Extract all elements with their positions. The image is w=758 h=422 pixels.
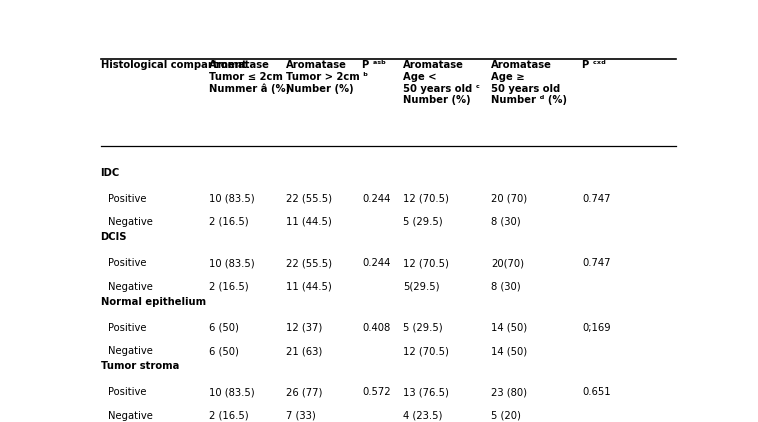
Text: 2 (16.5): 2 (16.5) <box>209 281 249 292</box>
Text: Aromatase
Age ≥
50 years old
Number ᵈ (%): Aromatase Age ≥ 50 years old Number ᵈ (%… <box>491 60 567 105</box>
Text: Negative: Negative <box>108 217 152 227</box>
Text: Positive: Positive <box>108 258 146 268</box>
Text: Positive: Positive <box>108 387 146 397</box>
Text: 6 (50): 6 (50) <box>209 323 240 333</box>
Text: 22 (55.5): 22 (55.5) <box>286 194 332 203</box>
Text: 0.651: 0.651 <box>582 387 611 397</box>
Text: Negative: Negative <box>108 411 152 421</box>
Text: 13 (76.5): 13 (76.5) <box>403 387 449 397</box>
Text: 22 (55.5): 22 (55.5) <box>286 258 332 268</box>
Text: 0.244: 0.244 <box>362 194 390 203</box>
Text: 21 (63): 21 (63) <box>286 346 322 356</box>
Text: 0.747: 0.747 <box>582 194 611 203</box>
Text: 5 (20): 5 (20) <box>491 411 522 421</box>
Text: 10 (83.5): 10 (83.5) <box>209 194 255 203</box>
Text: 5(29.5): 5(29.5) <box>403 281 440 292</box>
Text: P ᵃˢᵇ: P ᵃˢᵇ <box>362 60 386 70</box>
Text: Negative: Negative <box>108 346 152 356</box>
Text: Aromatase
Tumor ≤ 2cm
Nummer â (%): Aromatase Tumor ≤ 2cm Nummer â (%) <box>209 60 290 94</box>
Text: 12 (70.5): 12 (70.5) <box>403 258 449 268</box>
Text: 10 (83.5): 10 (83.5) <box>209 387 255 397</box>
Text: 2 (16.5): 2 (16.5) <box>209 411 249 421</box>
Text: IDC: IDC <box>101 168 120 178</box>
Text: Tumor stroma: Tumor stroma <box>101 361 179 371</box>
Text: Positive: Positive <box>108 323 146 333</box>
Text: 8 (30): 8 (30) <box>491 281 521 292</box>
Text: 12 (70.5): 12 (70.5) <box>403 346 449 356</box>
Text: Negative: Negative <box>108 281 152 292</box>
Text: 12 (37): 12 (37) <box>286 323 322 333</box>
Text: Aromatase
Age <
50 years old ᶜ
Number (%): Aromatase Age < 50 years old ᶜ Number (%… <box>403 60 480 105</box>
Text: 0;169: 0;169 <box>582 323 611 333</box>
Text: 5 (29.5): 5 (29.5) <box>403 323 443 333</box>
Text: 10 (83.5): 10 (83.5) <box>209 258 255 268</box>
Text: Positive: Positive <box>108 194 146 203</box>
Text: 12 (70.5): 12 (70.5) <box>403 194 449 203</box>
Text: 11 (44.5): 11 (44.5) <box>286 217 331 227</box>
Text: 26 (77): 26 (77) <box>286 387 322 397</box>
Text: 0.408: 0.408 <box>362 323 390 333</box>
Text: 7 (33): 7 (33) <box>286 411 315 421</box>
Text: Histological compartment: Histological compartment <box>101 60 246 70</box>
Text: 20 (70): 20 (70) <box>491 194 528 203</box>
Text: DCIS: DCIS <box>101 232 127 242</box>
Text: 0.747: 0.747 <box>582 258 611 268</box>
Text: Aromatase
Tumor > 2cm ᵇ
Number (%): Aromatase Tumor > 2cm ᵇ Number (%) <box>286 60 368 94</box>
Text: 11 (44.5): 11 (44.5) <box>286 281 331 292</box>
Text: 14 (50): 14 (50) <box>491 346 528 356</box>
Text: P ᶜˣᵈ: P ᶜˣᵈ <box>582 60 606 70</box>
Text: 0.244: 0.244 <box>362 258 390 268</box>
Text: 6 (50): 6 (50) <box>209 346 240 356</box>
Text: 14 (50): 14 (50) <box>491 323 528 333</box>
Text: 23 (80): 23 (80) <box>491 387 528 397</box>
Text: 4 (23.5): 4 (23.5) <box>403 411 443 421</box>
Text: 0.572: 0.572 <box>362 387 390 397</box>
Text: 5 (29.5): 5 (29.5) <box>403 217 443 227</box>
Text: 8 (30): 8 (30) <box>491 217 521 227</box>
Text: 20(70): 20(70) <box>491 258 525 268</box>
Text: 2 (16.5): 2 (16.5) <box>209 217 249 227</box>
Text: Normal epithelium: Normal epithelium <box>101 297 205 307</box>
